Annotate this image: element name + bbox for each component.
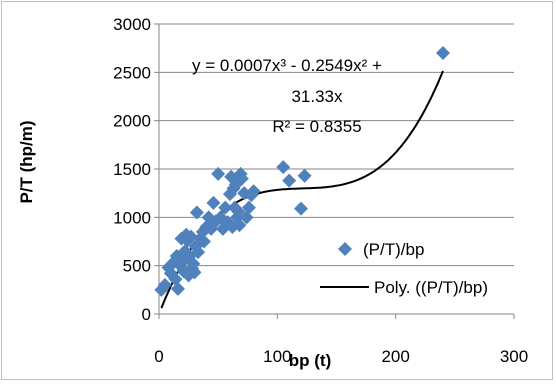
legend-label-points: (P/T)/bp — [363, 240, 424, 259]
data-point — [231, 204, 246, 219]
data-point — [157, 278, 172, 292]
x-tick-labels: 0 100 200 300 — [154, 347, 528, 366]
data-point — [297, 168, 312, 183]
x-axis-title: bp (t) — [289, 351, 331, 370]
trendline-equation-line2: 31.33x — [291, 87, 343, 106]
y-tick-label: 2500 — [113, 63, 151, 82]
x-tick-label: 200 — [381, 347, 409, 366]
y-tick-label: 500 — [123, 257, 151, 276]
data-point — [246, 184, 261, 199]
data-point — [276, 160, 291, 175]
data-points — [154, 46, 450, 297]
data-point — [183, 229, 198, 244]
data-point — [186, 256, 201, 271]
data-point — [232, 218, 247, 233]
y-tick-label: 3000 — [113, 15, 151, 34]
polynomial-trendline — [160, 70, 444, 309]
data-point — [206, 195, 221, 210]
x-tick-label: 0 — [154, 347, 163, 366]
y-axis-title: P/T (hp/m) — [17, 120, 36, 203]
data-point — [241, 200, 256, 215]
data-point — [234, 171, 249, 186]
x-tick-label: 300 — [500, 347, 528, 366]
legend: (P/T)/bp Poly. ((P/T)/bp) — [320, 240, 488, 297]
y-tick-label: 2000 — [113, 112, 151, 131]
x-tick-label: 100 — [263, 347, 291, 366]
y-tick-label: 0 — [142, 305, 151, 324]
data-point — [282, 173, 297, 188]
y-tick-label: 1000 — [113, 208, 151, 227]
data-point — [294, 201, 308, 216]
data-point — [191, 245, 206, 260]
chart-frame: 0 100 200 300 0 500 1000 1500 2000 2500 3000 bp (… — [1, 1, 553, 380]
y-tick-labels: 0 500 1000 1500 2000 2500 3000 — [113, 15, 151, 324]
data-point — [170, 281, 185, 296]
data-point — [211, 166, 226, 181]
legend-marker-diamond — [338, 242, 352, 256]
data-point — [218, 200, 233, 215]
r-squared-label: R² = 0.8355 — [272, 117, 361, 136]
data-point — [187, 265, 202, 280]
trendline-equation-line1: y = 0.0007x³ - 0.2549x² + — [192, 56, 382, 75]
data-point — [239, 210, 254, 225]
data-point — [189, 205, 204, 220]
data-point — [168, 272, 183, 287]
y-tick-label: 1500 — [113, 160, 151, 179]
data-point — [196, 234, 211, 249]
data-point — [436, 46, 450, 60]
legend-label-trendline: Poly. ((P/T)/bp) — [374, 278, 488, 297]
data-point — [175, 253, 190, 268]
